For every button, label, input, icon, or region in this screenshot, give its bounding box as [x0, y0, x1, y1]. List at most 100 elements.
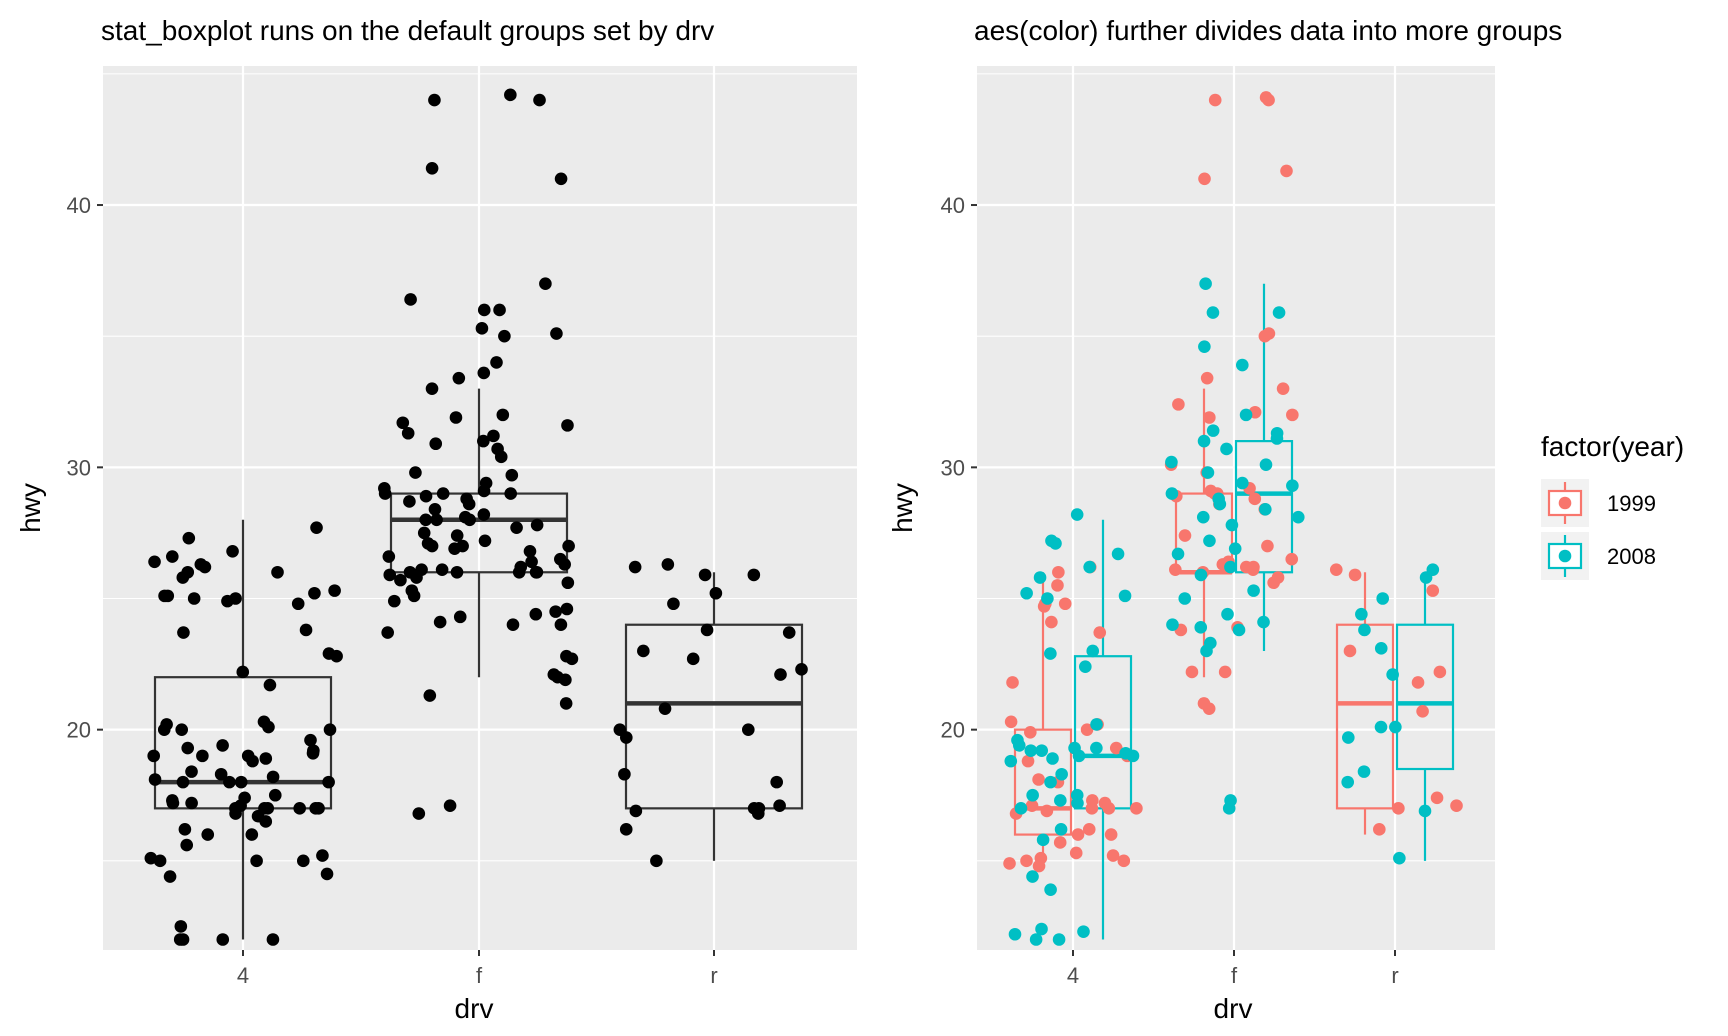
- data-point-2008-4: [1033, 571, 1047, 584]
- data-point-f: [419, 513, 433, 527]
- data-point-1999-f: [1276, 382, 1290, 395]
- data-point-4: [182, 531, 196, 545]
- data-point-4: [226, 544, 239, 558]
- data-point-4: [299, 623, 313, 637]
- data-point-4: [176, 775, 190, 789]
- data-point-f: [487, 429, 500, 443]
- data-point-2008-f: [1259, 503, 1272, 516]
- boxplot-f: [1234, 283, 1294, 651]
- data-point-1999-4: [1130, 802, 1143, 815]
- data-point-2008-4: [1054, 823, 1068, 836]
- data-point-4: [148, 773, 162, 786]
- data-point-2008-4: [1020, 586, 1033, 600]
- x-tick-label: 4: [237, 963, 249, 988]
- data-point-2008-f: [1171, 547, 1185, 561]
- data-point-2008-4: [1044, 883, 1057, 896]
- data-point-f: [505, 468, 519, 482]
- data-point-f: [530, 565, 544, 579]
- data-point-4: [241, 749, 255, 763]
- data-point-4: [196, 749, 209, 763]
- data-point-2008-4: [1070, 508, 1084, 521]
- data-point-1999-r: [1433, 665, 1447, 679]
- data-point-2008-f: [1291, 510, 1305, 524]
- data-point-4: [176, 933, 190, 946]
- data-point-f: [479, 476, 493, 490]
- data-point-4: [187, 592, 201, 605]
- data-point-4: [158, 589, 171, 603]
- data-point-2008-4: [1090, 718, 1103, 731]
- data-point-4: [316, 849, 329, 862]
- data-point-2008-4: [1083, 560, 1096, 574]
- data-point-4: [223, 775, 236, 789]
- data-point-2008-4: [1024, 744, 1038, 757]
- data-point-f: [554, 552, 567, 566]
- data-point-2008-4: [1014, 802, 1028, 815]
- data-point-4: [194, 558, 208, 571]
- data-point-r: [742, 723, 755, 736]
- data-point-f: [450, 565, 464, 579]
- data-point-2008-4: [1035, 744, 1049, 757]
- data-point-f: [459, 510, 472, 524]
- data-point-r: [700, 623, 714, 637]
- data-point-f: [450, 529, 464, 542]
- data-point-4: [293, 802, 306, 815]
- data-point-1999-4: [1025, 799, 1039, 813]
- right-chart-title: aes(color) further divides data into mor…: [974, 15, 1562, 46]
- data-point-1999-f: [1259, 91, 1273, 104]
- data-point-1999-r: [1430, 791, 1444, 805]
- data-point-f: [477, 508, 491, 521]
- data-point-1999-4: [1021, 754, 1035, 768]
- data-point-f: [452, 371, 466, 385]
- data-point-r: [774, 668, 787, 681]
- data-point-1999-4: [1045, 615, 1058, 629]
- data-point-2008-f: [1286, 479, 1299, 493]
- data-point-f: [428, 503, 442, 516]
- data-point-f: [554, 618, 568, 632]
- data-point-1999-r: [1373, 823, 1386, 836]
- data-point-4: [304, 733, 317, 747]
- data-point-f: [387, 594, 401, 608]
- data-point-2008-4: [1004, 754, 1018, 768]
- data-point-2008-4: [1086, 644, 1100, 658]
- data-point-r: [618, 767, 631, 781]
- data-point-f: [477, 434, 490, 448]
- data-point-4: [216, 739, 229, 752]
- data-point-4: [263, 678, 277, 692]
- data-point-1999-f: [1204, 484, 1218, 498]
- data-point-r: [686, 652, 700, 666]
- data-point-2008-f: [1272, 306, 1286, 319]
- data-point-f: [529, 607, 543, 621]
- data-point-2008-4: [1008, 927, 1022, 941]
- data-point-2008-f: [1178, 592, 1192, 605]
- data-point-2008-4: [1077, 925, 1090, 938]
- data-point-f: [429, 437, 443, 451]
- data-point-f: [460, 492, 473, 506]
- data-point-f: [530, 518, 544, 532]
- data-point-f: [561, 576, 575, 590]
- data-point-1999-4: [1052, 565, 1065, 579]
- y-tick-label: 20: [67, 718, 91, 743]
- legend-key-point: [1558, 496, 1572, 510]
- left-y-axis-title: hwy: [15, 483, 46, 533]
- data-point-2008-r: [1418, 804, 1432, 818]
- data-point-1999-4: [1071, 828, 1085, 841]
- data-point-2008-f: [1199, 277, 1212, 291]
- data-point-4: [166, 794, 179, 807]
- data-point-2008-4: [1068, 741, 1081, 755]
- data-point-f: [405, 584, 419, 597]
- data-point-f: [417, 526, 431, 540]
- data-point-2008-4: [1070, 788, 1084, 802]
- data-point-f: [449, 411, 463, 424]
- data-point-r: [795, 663, 808, 676]
- data-point-4: [216, 933, 230, 946]
- data-point-4: [160, 718, 173, 731]
- data-point-4: [238, 791, 251, 805]
- data-point-4: [322, 775, 335, 789]
- data-point-f: [490, 356, 503, 369]
- data-point-f: [525, 555, 538, 569]
- data-point-f: [383, 568, 397, 582]
- data-point-4: [180, 838, 194, 852]
- data-point-4: [185, 765, 198, 778]
- data-point-4: [201, 828, 215, 841]
